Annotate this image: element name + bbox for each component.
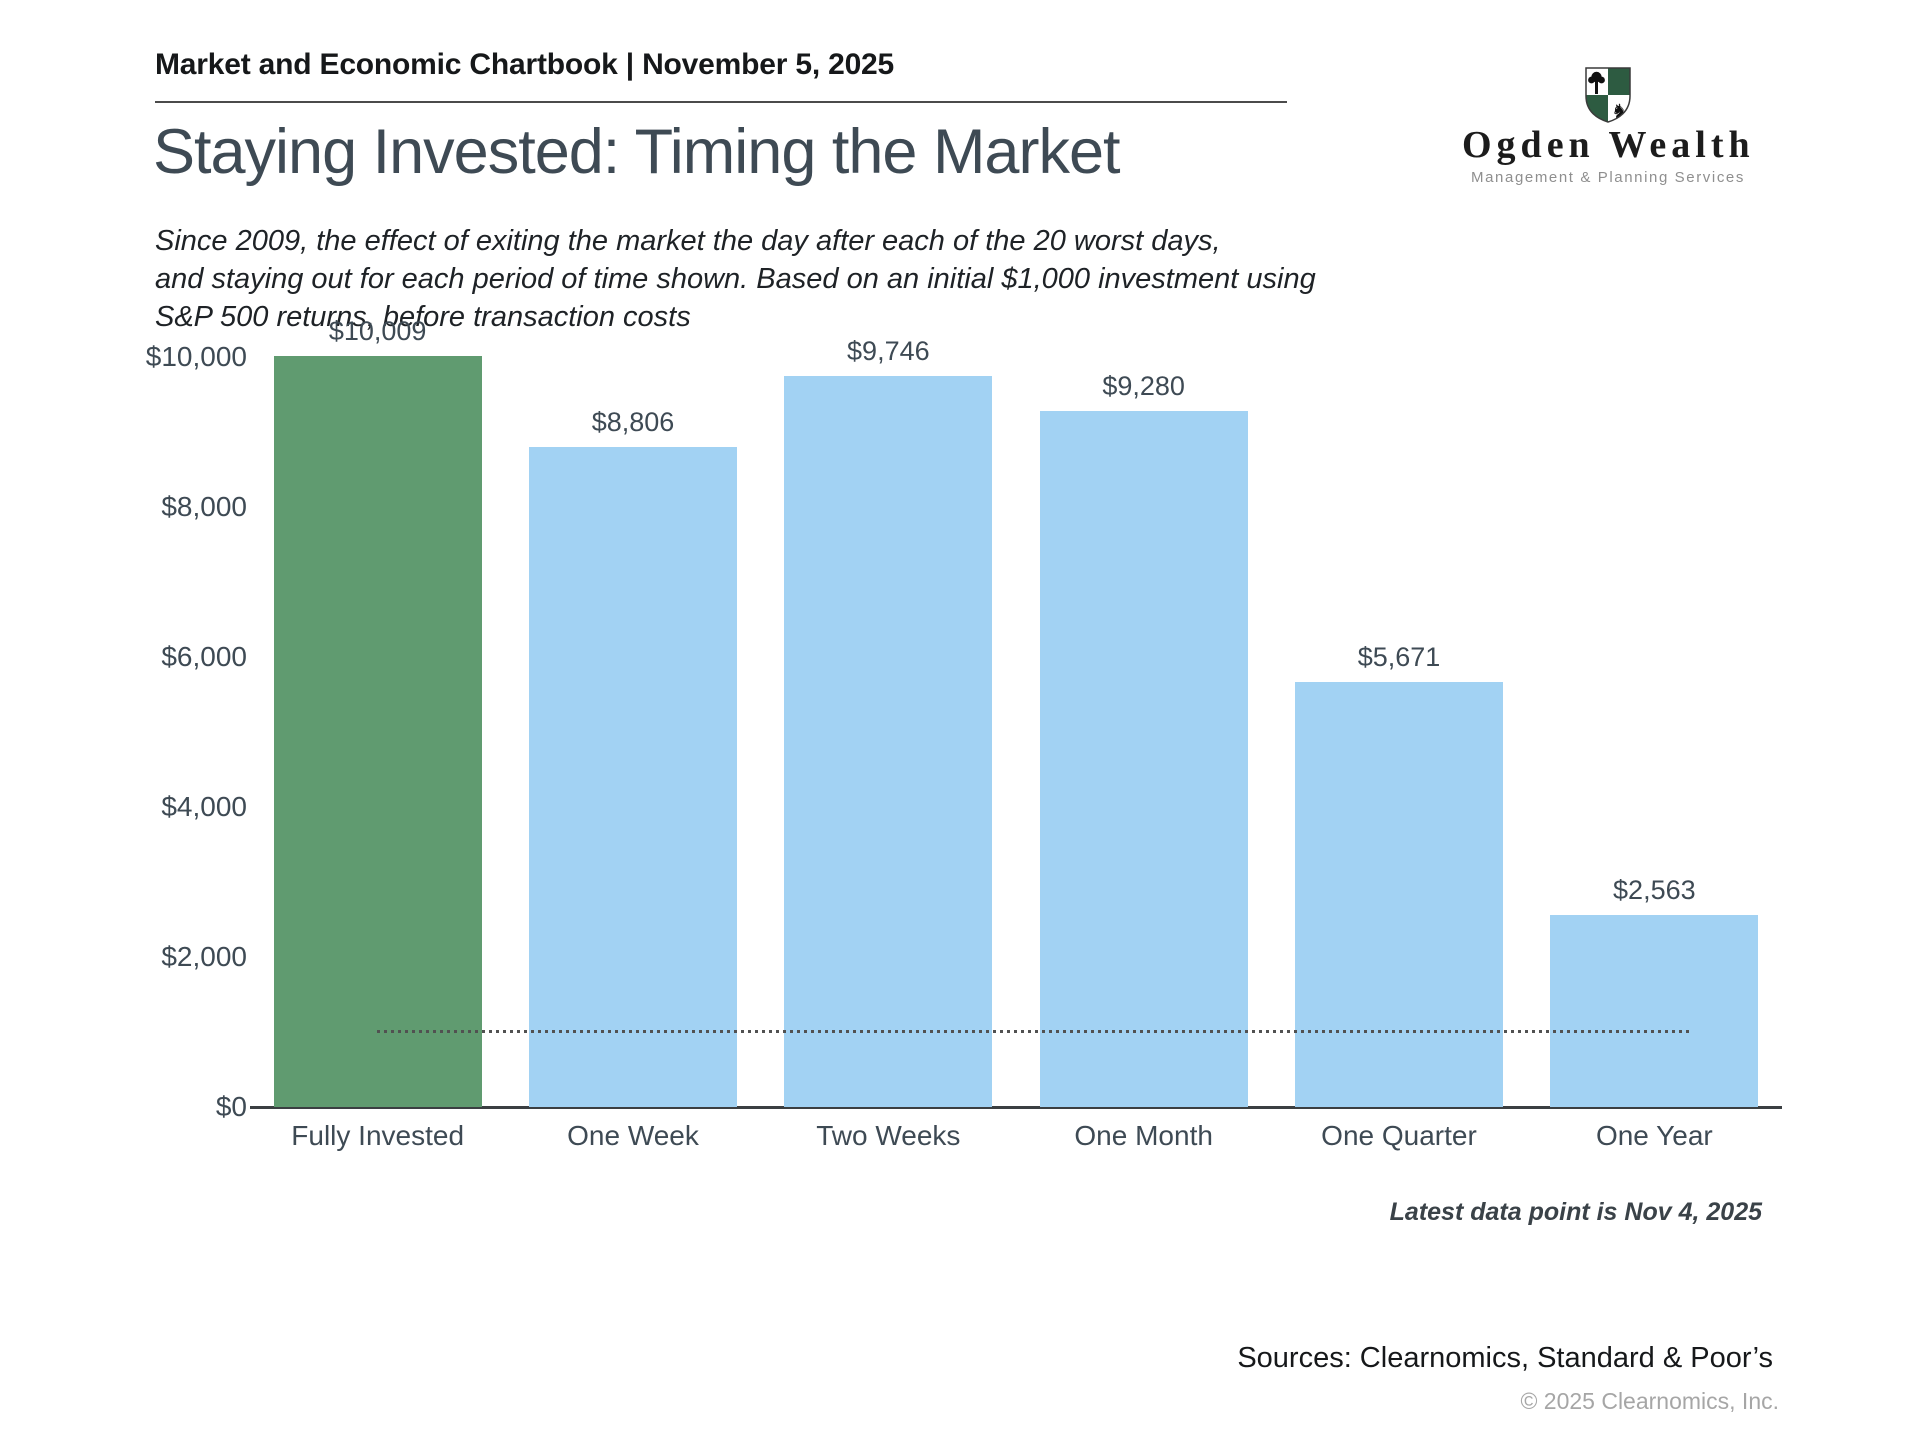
page-title: Staying Invested: Timing the Market bbox=[153, 117, 1120, 187]
bar-value-label: $9,280 bbox=[1102, 371, 1185, 401]
bar-value-label: $9,746 bbox=[847, 336, 930, 367]
shield-crest-icon: ♞ bbox=[1585, 67, 1631, 123]
chartbook-header: Market and Economic Chartbook | November… bbox=[155, 48, 895, 81]
bar-fully-invested bbox=[273, 356, 482, 1107]
page-subtitle: Since 2009, the effect of exiting the ma… bbox=[155, 222, 1316, 336]
bar-one-quarter bbox=[1295, 681, 1503, 1107]
y-axis-tick-label: $6,000 bbox=[161, 641, 247, 672]
x-axis-category-label: One Week bbox=[567, 1120, 699, 1151]
x-axis-category-label: Two Weeks bbox=[816, 1120, 961, 1151]
sources-note: Sources: Clearnomics, Standard & Poor’s bbox=[1237, 1342, 1773, 1374]
bar-one-month bbox=[1039, 411, 1248, 1107]
bar-one-year bbox=[1550, 914, 1759, 1107]
x-axis-line bbox=[250, 1106, 1782, 1109]
ogden-wealth-logo: ♞ Ogden Wealth Management & Planning Ser… bbox=[1462, 66, 1754, 186]
x-axis-category-label: Fully Invested bbox=[291, 1120, 465, 1151]
bar-one-week bbox=[529, 446, 737, 1107]
subtitle-line-3: S&P 500 returns, before transaction cost… bbox=[155, 301, 691, 333]
bar-value-label: $5,671 bbox=[1357, 641, 1441, 672]
y-axis-tick-label: $2,000 bbox=[161, 941, 247, 972]
y-axis-tick-label: $8,000 bbox=[161, 491, 247, 522]
x-axis-category-label: One Year bbox=[1595, 1120, 1713, 1151]
latest-data-note: Latest data point is Nov 4, 2025 bbox=[1389, 1198, 1762, 1226]
subtitle-line-2: and staying out for each period of time … bbox=[155, 263, 1316, 295]
copyright-note: © 2025 Clearnomics, Inc. bbox=[1520, 1388, 1779, 1414]
x-axis-category-label: One Quarter bbox=[1321, 1120, 1477, 1151]
logo-tagline: Management & Planning Services bbox=[1471, 168, 1745, 186]
bar-two-weeks bbox=[784, 376, 993, 1107]
bar-value-label: $10,009 bbox=[328, 316, 427, 347]
bar-value-label: $2,563 bbox=[1613, 874, 1696, 905]
header-divider bbox=[155, 101, 1287, 103]
initial-investment-dotted-line bbox=[377, 1030, 1690, 1033]
bar-value-label: $8,806 bbox=[591, 406, 675, 437]
x-axis-category-label: One Month bbox=[1074, 1120, 1213, 1151]
y-axis-tick-label: $4,000 bbox=[161, 791, 247, 822]
subtitle-line-1: Since 2009, the effect of exiting the ma… bbox=[155, 225, 1221, 257]
logo-wordmark: Ogden Wealth bbox=[1462, 124, 1755, 166]
y-axis-tick-label: $0 bbox=[215, 1091, 247, 1122]
y-axis-tick-label: $10,000 bbox=[145, 341, 247, 372]
